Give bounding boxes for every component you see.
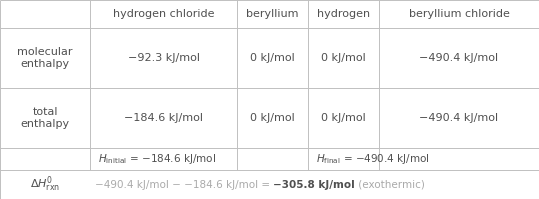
Text: 0 kJ/mol: 0 kJ/mol (321, 53, 366, 63)
Text: 0 kJ/mol: 0 kJ/mol (321, 113, 366, 123)
Text: −92.3 kJ/mol: −92.3 kJ/mol (128, 53, 199, 63)
Text: −184.6 kJ/mol: −184.6 kJ/mol (124, 113, 203, 123)
Text: molecular
enthalpy: molecular enthalpy (17, 47, 73, 69)
Text: (exothermic): (exothermic) (355, 179, 425, 189)
Text: −490.4 kJ/mol − −184.6 kJ/mol =: −490.4 kJ/mol − −184.6 kJ/mol = (95, 179, 273, 189)
Text: $\it{H}_{\rm final}$ = −490.4 kJ/mol: $\it{H}_{\rm final}$ = −490.4 kJ/mol (316, 152, 430, 166)
Text: hydrogen: hydrogen (317, 9, 370, 19)
Text: −490.4 kJ/mol: −490.4 kJ/mol (419, 53, 499, 63)
Text: −490.4 kJ/mol: −490.4 kJ/mol (419, 113, 499, 123)
Text: total
enthalpy: total enthalpy (20, 107, 70, 129)
Text: −305.8 kJ/mol: −305.8 kJ/mol (273, 179, 355, 189)
Text: 0 kJ/mol: 0 kJ/mol (250, 113, 295, 123)
Text: $\it{H}_{\rm initial}$ = −184.6 kJ/mol: $\it{H}_{\rm initial}$ = −184.6 kJ/mol (98, 152, 216, 166)
Text: hydrogen chloride: hydrogen chloride (113, 9, 214, 19)
Text: beryllium: beryllium (246, 9, 299, 19)
Text: 0 kJ/mol: 0 kJ/mol (250, 53, 295, 63)
Text: $\Delta H^0_{\rm rxn}$: $\Delta H^0_{\rm rxn}$ (30, 175, 60, 194)
Text: beryllium chloride: beryllium chloride (409, 9, 509, 19)
